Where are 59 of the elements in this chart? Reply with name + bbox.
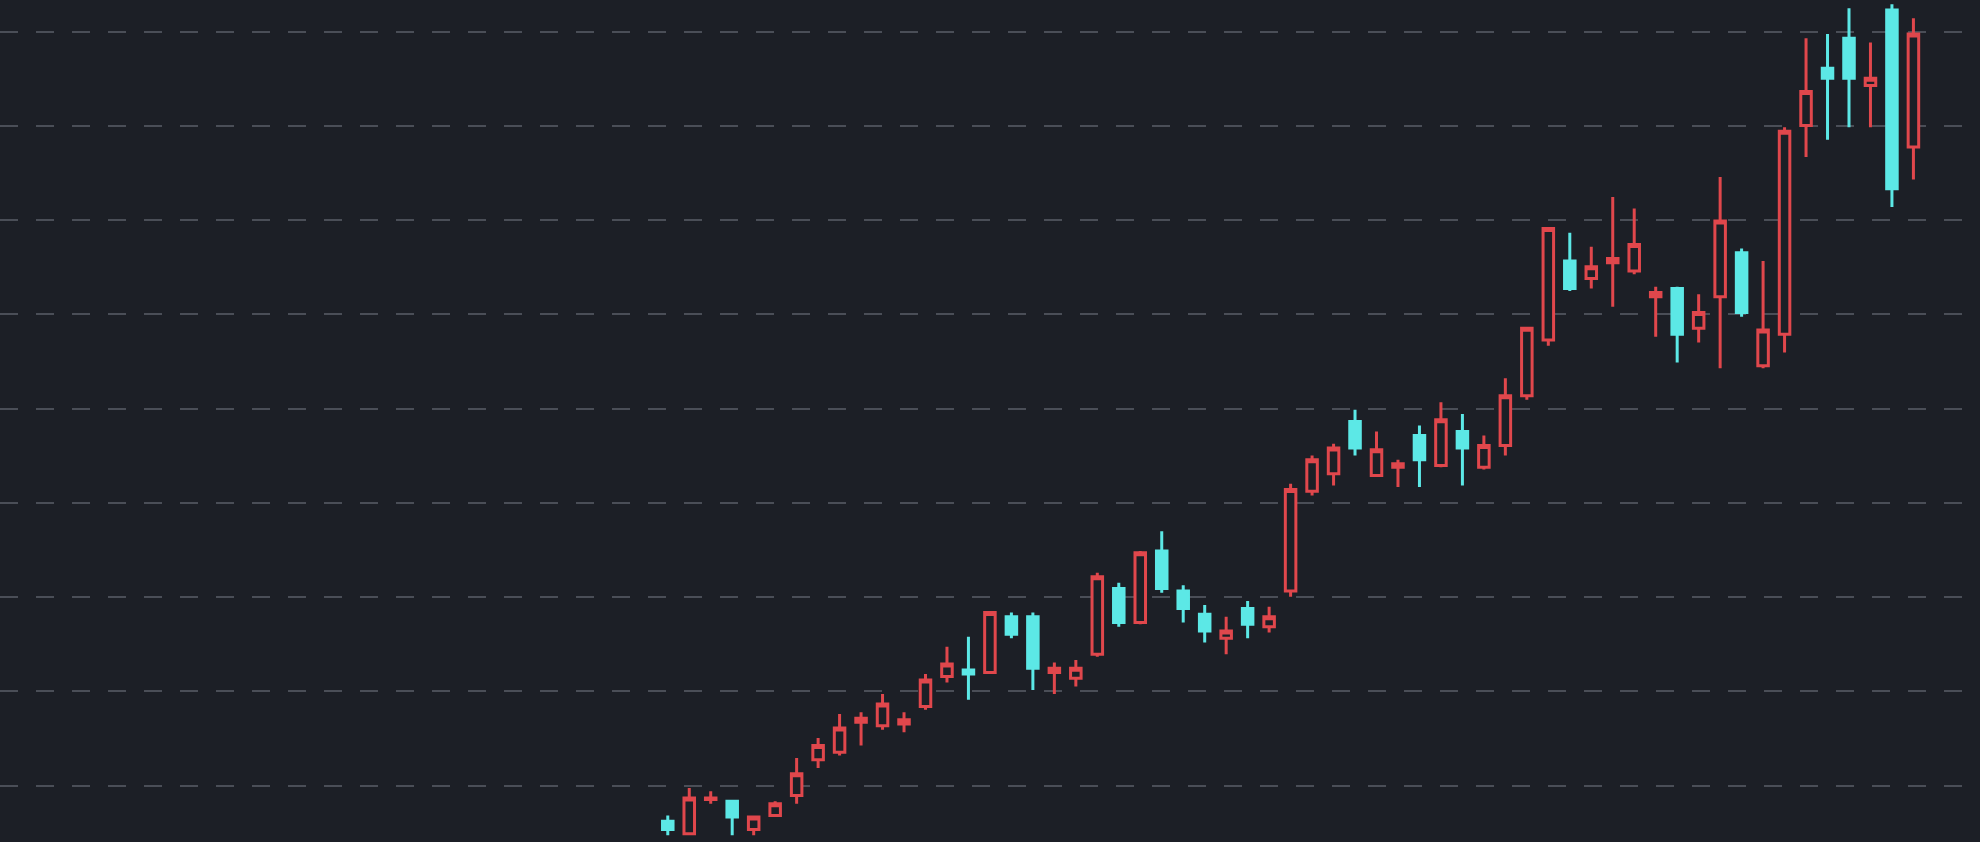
candlestick	[661, 813, 675, 837]
candlestick	[1154, 529, 1169, 595]
candlestick	[1906, 16, 1921, 182]
candlestick	[1026, 611, 1040, 692]
candlestick	[1391, 458, 1405, 489]
candlestick	[1004, 611, 1019, 640]
candlestick	[1842, 6, 1856, 129]
candlestick	[832, 712, 847, 758]
candlestick	[1691, 292, 1706, 344]
candlestick	[811, 736, 825, 770]
candlestick	[1713, 175, 1727, 370]
candlestick	[897, 710, 911, 734]
candlestick	[682, 786, 697, 836]
candlestick	[1820, 32, 1835, 142]
candlestick	[1434, 400, 1448, 469]
candlestick	[1283, 482, 1298, 599]
candlestick	[1498, 376, 1513, 457]
candlestick	[1541, 225, 1556, 348]
candlestick	[1412, 424, 1427, 489]
candlestick	[1133, 549, 1148, 626]
candlestick	[789, 756, 804, 806]
candlestick	[1069, 658, 1083, 689]
candlestick	[1777, 125, 1792, 354]
candlestick	[1885, 2, 1899, 209]
candlestick	[1734, 247, 1749, 319]
candlestick	[1326, 442, 1341, 487]
candlestick	[1863, 40, 1878, 129]
candlestick	[1520, 325, 1534, 402]
candlestick	[918, 672, 933, 712]
candlestick	[1348, 408, 1362, 457]
candlestick	[1090, 571, 1105, 659]
candlestick	[1240, 599, 1255, 640]
candlestick	[1047, 660, 1062, 696]
candlestick	[1219, 615, 1233, 656]
candlestick	[1477, 434, 1491, 472]
candlestick	[1756, 259, 1770, 370]
candlestick	[768, 799, 782, 819]
candlestick	[983, 609, 997, 676]
candlestick	[1197, 603, 1212, 645]
candlestick	[703, 789, 718, 806]
candlestick	[746, 813, 761, 837]
candlestick	[875, 692, 890, 732]
candlestick	[1670, 285, 1684, 364]
candlestick	[1369, 429, 1384, 479]
candlestick	[1262, 605, 1276, 635]
candlestick	[961, 635, 976, 702]
candlestick	[1176, 583, 1190, 625]
candlestick	[1627, 207, 1641, 276]
candlestick	[1648, 285, 1663, 339]
candlestick	[854, 710, 868, 748]
candlestick	[1584, 245, 1599, 290]
candlestick	[1799, 36, 1813, 159]
candlestick	[940, 645, 954, 684]
candlestick	[725, 799, 739, 837]
candlestick	[1112, 581, 1126, 629]
candlestick	[1563, 231, 1577, 293]
candlestick	[1305, 454, 1319, 497]
candlestick	[1605, 195, 1620, 309]
candlestick	[1455, 412, 1470, 487]
